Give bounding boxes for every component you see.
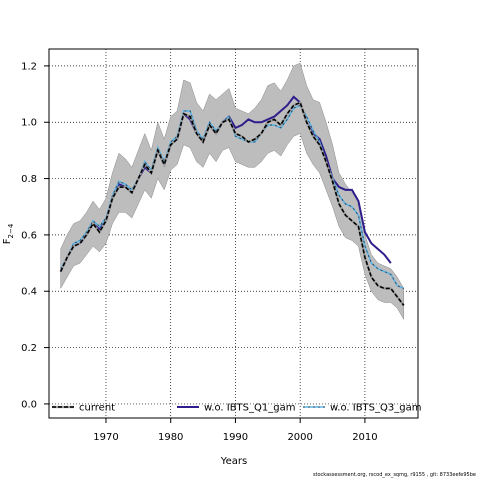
- x-axis-title: Years: [220, 456, 247, 467]
- y-tick-label: 0.2: [21, 343, 37, 354]
- series-layer: [59, 95, 405, 306]
- y-tick-label: 0.6: [21, 230, 37, 241]
- series-line-current: [59, 101, 405, 306]
- footer-credit: stockassessment.org, rscod_ex_sqmg, r915…: [312, 472, 476, 478]
- legend-label: current: [79, 403, 115, 414]
- legend-item-current: current: [52, 403, 115, 414]
- x-tick-label: 1990: [223, 432, 248, 443]
- plot-frame: [48, 48, 419, 419]
- y-axis-title: F2−4: [2, 223, 15, 244]
- confidence-band-layer: [60, 62, 405, 321]
- y-tick-label: 1.2: [21, 61, 37, 72]
- x-tick-label: 2010: [352, 432, 377, 443]
- legend-label: w.o. IBTS_Q3_gam: [330, 403, 421, 414]
- y-tick-label: 0.0: [21, 399, 37, 410]
- x-tick-label: 2000: [287, 432, 312, 443]
- x-tick-label: 1970: [93, 432, 118, 443]
- confidence-band: [60, 62, 405, 321]
- y-tick-label: 0.4: [21, 287, 37, 298]
- y-axis: 0.0 0.2 0.4 0.6 0.8 1.0 1.2: [21, 61, 49, 410]
- x-tick-label: 1980: [158, 432, 183, 443]
- x-axis: 1970 1980 1990 2000 2010: [93, 418, 378, 443]
- legend: current w.o. IBTS_Q1_gam w.o. IBTS_Q3_gam: [52, 403, 421, 414]
- legend-item-w-o-ibts-q3-gam: w.o. IBTS_Q3_gam: [303, 403, 421, 414]
- y-tick-label: 0.8: [21, 174, 37, 185]
- legend-item-w-o-ibts-q1-gam: w.o. IBTS_Q1_gam: [177, 403, 295, 414]
- y-tick-label: 1.0: [21, 118, 37, 129]
- legend-label: w.o. IBTS_Q1_gam: [204, 403, 295, 414]
